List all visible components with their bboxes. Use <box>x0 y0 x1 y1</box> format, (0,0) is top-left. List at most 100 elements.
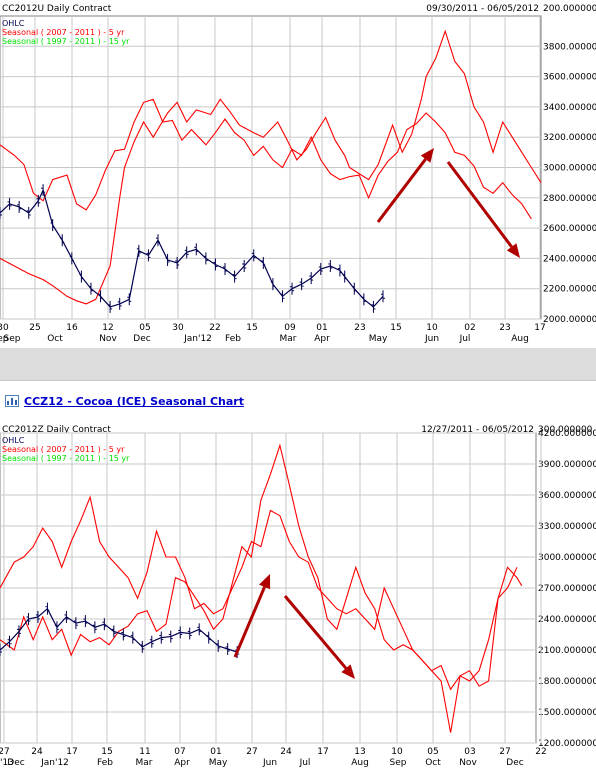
x-month-label: Apr <box>174 758 190 768</box>
x-month-label: Aug <box>511 334 529 344</box>
series-line <box>0 607 238 653</box>
y-tick-label: 1200.000000 <box>538 739 596 749</box>
x-day-label: 05 <box>139 323 150 333</box>
x-month-label: Feb <box>225 334 241 344</box>
x-month-label: Jul <box>459 334 471 344</box>
legend-entry: Seasonal ( 1997 - 2011 ) - 15 yr <box>2 454 130 463</box>
x-day-label: 05 <box>427 747 438 757</box>
x-month-label: Dec <box>7 758 24 768</box>
y-tick-label: 2400.000000 <box>543 254 596 264</box>
chart-panel-2: CC2012Z Daily Contract 12/27/2011 - 06/05… <box>0 421 596 774</box>
chart-date-range: 12/27/2011 - 06/05/2012 <box>421 425 534 435</box>
y-tick-label: 2600.000000 <box>543 224 596 234</box>
y-tick-label: 1500.000000 <box>538 708 596 718</box>
x-day-label: 27 <box>0 747 10 757</box>
x-month-label: Jan'13 <box>0 758 14 768</box>
x-month-label: Jul <box>299 758 311 768</box>
x-day-label: 02 <box>464 323 475 333</box>
x-month-label: Dec <box>506 758 523 768</box>
panel-separator <box>0 348 596 380</box>
x-day-label: 24 <box>31 747 43 757</box>
x-day-label: 17 <box>66 747 77 757</box>
x-day-label: 15 <box>390 323 401 333</box>
chart-title: CC2012U Daily Contract <box>2 4 112 14</box>
trend-arrow <box>446 161 513 248</box>
chart-top-right-value: 300.000000 <box>538 425 593 435</box>
x-month-label: May <box>369 334 388 344</box>
legend-entry: OHLC <box>2 19 25 28</box>
series-line <box>0 98 532 220</box>
x-day-label: 15 <box>246 323 257 333</box>
x-month-label: Feb <box>97 758 113 768</box>
x-day-label: 01 <box>316 323 327 333</box>
x-month-label: Oct <box>47 334 63 344</box>
x-month-label: Apr <box>314 334 330 344</box>
x-day-label: 27 <box>246 747 257 757</box>
x-day-label: 25 <box>29 323 40 333</box>
x-month-label: Sep <box>390 758 407 768</box>
y-tick-label: 3000.000000 <box>538 553 596 563</box>
x-day-label: 17 <box>534 323 545 333</box>
x-day-label: 17 <box>317 747 328 757</box>
x-day-label: 22 <box>535 747 546 757</box>
x-month-label: Nov <box>459 758 477 768</box>
chart-panel-1: CC2012U Daily Contract 09/30/2011 - 06/05… <box>0 0 596 348</box>
x-month-label: Jun <box>262 758 277 768</box>
y-tick-label: 2400.000000 <box>538 615 596 625</box>
y-tick-label: 3400.000000 <box>543 103 596 113</box>
y-tick-label: 2100.000000 <box>538 646 596 656</box>
x-month-label: Jan'12 <box>183 334 212 344</box>
y-tick-label: 2200.000000 <box>543 285 596 295</box>
trend-arrow <box>283 595 348 670</box>
legend-entry: Seasonal ( 1997 - 2011 ) - 15 yr <box>2 37 130 46</box>
x-month-label: Mar <box>136 758 153 768</box>
x-month-label: Mar <box>280 334 297 344</box>
y-tick-label: 1800.000000 <box>538 677 596 687</box>
y-tick-label: 3600.000000 <box>543 73 596 83</box>
x-month-label: Aug <box>351 758 369 768</box>
y-tick-label: 3600.000000 <box>538 491 596 501</box>
chart-date-range: 09/30/2011 - 06/05/2012 <box>426 4 539 14</box>
x-day-label: 27 <box>499 747 510 757</box>
y-tick-label: 3000.000000 <box>543 164 596 174</box>
x-day-label: 23 <box>354 323 365 333</box>
legend-entry: OHLC <box>2 436 25 445</box>
x-day-label: 22 <box>209 323 220 333</box>
x-day-label: 10 <box>391 747 403 757</box>
y-tick-label: 3200.000000 <box>543 133 596 143</box>
x-month-label: Nov <box>99 334 117 344</box>
chart-icon <box>5 395 19 407</box>
chart-2-svg: CC2012Z Daily Contract 12/27/2011 - 06/05… <box>0 425 596 768</box>
trend-arrow-head <box>341 664 355 679</box>
x-day-label: 15 <box>101 747 112 757</box>
legend-entry: Seasonal ( 2007 - 2011 ) - 5 yr <box>2 28 125 37</box>
trend-arrow <box>376 158 427 223</box>
y-tick-label: 3900.000000 <box>538 460 596 470</box>
x-month-label: Sep <box>4 334 21 344</box>
y-tick-label: 3300.000000 <box>538 522 596 532</box>
x-month-label: Dec <box>133 334 150 344</box>
x-day-label: 09 <box>284 323 296 333</box>
trend-arrow <box>233 586 266 658</box>
x-month-label: Jan'12 <box>40 758 69 768</box>
section-title-bar: CCZ12 - Cocoa (ICE) Seasonal Chart <box>0 380 596 421</box>
x-day-label: 24 <box>280 747 292 757</box>
section-title-link[interactable]: CCZ12 - Cocoa (ICE) Seasonal Chart <box>24 395 244 408</box>
trend-arrow-head <box>420 148 434 163</box>
trend-arrow-head <box>506 243 520 258</box>
x-day-label: 30 <box>0 323 9 333</box>
chart-top-right-value: 200.000000 <box>543 4 596 14</box>
x-day-label: 03 <box>464 747 475 757</box>
x-month-label: Sep <box>0 334 9 344</box>
series-line <box>0 443 523 733</box>
legend-entry: Seasonal ( 2007 - 2011 ) - 5 yr <box>2 445 125 454</box>
x-day-label: 30 <box>172 323 184 333</box>
series-line <box>0 188 384 308</box>
x-day-label: 07 <box>174 747 185 757</box>
series-line <box>0 495 518 691</box>
y-tick-label: 2800.000000 <box>543 194 596 204</box>
trend-arrow-head <box>259 574 271 590</box>
y-tick-label: 2000.000000 <box>543 315 596 325</box>
x-month-label: Jun <box>424 334 439 344</box>
x-day-label: 01 <box>210 747 221 757</box>
